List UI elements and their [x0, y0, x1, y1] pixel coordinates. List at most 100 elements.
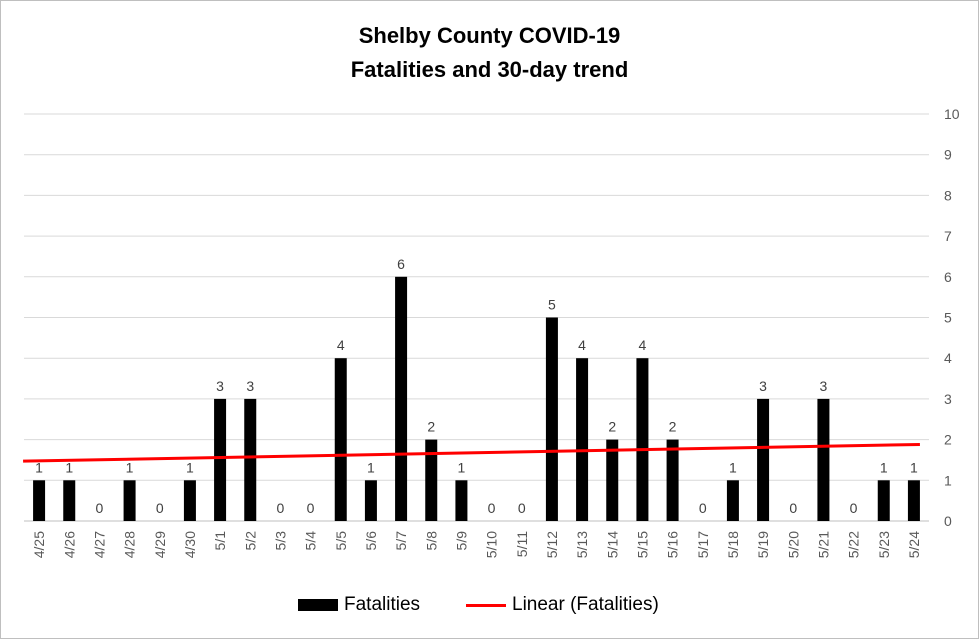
bar-value-label: 4	[639, 337, 647, 353]
bar	[33, 480, 46, 521]
bar	[907, 480, 920, 521]
x-tick-label: 4/29	[152, 531, 168, 558]
x-tick-label: 5/20	[785, 531, 801, 558]
x-tick-label: 5/21	[815, 531, 831, 558]
bar-value-label: 4	[578, 337, 586, 353]
x-tick-label: 5/10	[484, 531, 500, 558]
bar	[364, 480, 377, 521]
bar-value-label: 1	[367, 459, 375, 475]
bar	[123, 480, 136, 521]
bar	[636, 358, 649, 521]
bar-value-label: 6	[397, 256, 405, 272]
x-tick-label: 5/1	[212, 531, 228, 551]
y-tick-label: 4	[944, 350, 952, 366]
x-tick-label: 4/26	[61, 531, 77, 558]
bar	[877, 480, 890, 521]
bar-value-label: 3	[216, 378, 224, 394]
bar	[244, 398, 257, 521]
x-tick-label: 5/11	[514, 531, 530, 557]
x-tick-label: 5/17	[695, 531, 711, 558]
bar-value-label: 1	[186, 459, 194, 475]
x-tick-label: 5/22	[846, 531, 862, 558]
y-tick-label: 7	[944, 228, 952, 244]
y-tick-label: 0	[944, 513, 952, 529]
bar-value-label: 2	[669, 419, 677, 435]
legend-bar-swatch-icon	[298, 599, 338, 611]
x-tick-label: 5/7	[393, 531, 409, 551]
x-tick-label: 5/16	[665, 531, 681, 558]
x-tick-label: 5/19	[755, 531, 771, 558]
bar-value-label: 0	[307, 500, 315, 516]
bar	[545, 317, 558, 521]
bar	[63, 480, 76, 521]
bar-value-label: 5	[548, 297, 556, 313]
bar-value-label: 0	[699, 500, 707, 516]
x-tick-label: 4/28	[122, 531, 138, 558]
bar-value-label: 0	[277, 500, 285, 516]
bar-value-label: 3	[759, 378, 767, 394]
bar	[606, 439, 619, 521]
x-tick-label: 5/6	[363, 531, 379, 551]
y-tick-label: 9	[944, 147, 952, 163]
bar-value-label: 1	[126, 459, 134, 475]
bar-value-label: 3	[246, 378, 254, 394]
x-tick-label: 5/2	[242, 531, 258, 551]
bar-value-label: 2	[608, 419, 616, 435]
x-tick-label: 5/24	[906, 531, 922, 558]
bar	[214, 398, 227, 521]
legend-label-trend: Linear (Fatalities)	[512, 594, 659, 615]
legend-label-fatalities: Fatalities	[344, 594, 421, 615]
bar-value-label: 0	[789, 500, 797, 516]
bar	[726, 480, 739, 521]
bar	[455, 480, 468, 521]
y-tick-label: 8	[944, 187, 952, 203]
bar	[334, 358, 347, 521]
bar-value-label: 0	[518, 500, 526, 516]
bar-value-label: 0	[96, 500, 104, 516]
bar-value-label: 3	[820, 378, 828, 394]
x-tick-label: 5/12	[544, 531, 560, 558]
x-tick-label: 4/30	[182, 531, 198, 558]
x-tick-label: 5/9	[453, 531, 469, 551]
y-tick-label: 6	[944, 269, 952, 285]
bar-value-label: 1	[65, 459, 73, 475]
x-tick-label: 5/13	[574, 531, 590, 558]
bar-value-label: 0	[850, 500, 858, 516]
y-tick-label: 10	[944, 106, 960, 122]
bar-value-label: 1	[880, 459, 888, 475]
trend-line	[23, 442, 920, 463]
legend-line-swatch-icon	[466, 603, 506, 607]
bar-value-label: 2	[427, 419, 435, 435]
bar-value-label: 4	[337, 337, 345, 353]
bar	[757, 398, 770, 521]
x-tick-label: 5/5	[333, 531, 349, 551]
bar-value-label: 1	[910, 459, 918, 475]
chart-subtitle: Fatalities and 30-day trend	[350, 57, 629, 82]
bar-value-label: 0	[156, 500, 164, 516]
bar	[817, 398, 830, 521]
bar-value-label: 1	[35, 459, 43, 475]
bar	[425, 439, 438, 521]
x-tick-label: 5/14	[604, 531, 620, 558]
x-tick-label: 5/3	[272, 531, 288, 551]
bar	[183, 480, 196, 521]
bar	[395, 276, 408, 521]
x-tick-label: 5/15	[634, 531, 650, 558]
bar-value-label: 0	[488, 500, 496, 516]
y-tick-label: 3	[944, 391, 952, 407]
x-tick-label: 4/27	[91, 531, 107, 558]
x-tick-label: 5/18	[725, 531, 741, 558]
bar-value-label: 1	[458, 459, 466, 475]
bar-value-label: 1	[729, 459, 737, 475]
x-tick-label: 5/8	[423, 531, 439, 551]
y-tick-label: 1	[944, 472, 952, 488]
x-tick-label: 5/23	[876, 531, 892, 558]
bar	[576, 358, 589, 521]
bar	[666, 439, 679, 521]
legend-item-trend: Linear (Fatalities)	[466, 592, 659, 618]
x-tick-label: 5/4	[303, 531, 319, 551]
legend-item-fatalities: Fatalities	[298, 592, 420, 618]
y-tick-label: 5	[944, 310, 952, 326]
